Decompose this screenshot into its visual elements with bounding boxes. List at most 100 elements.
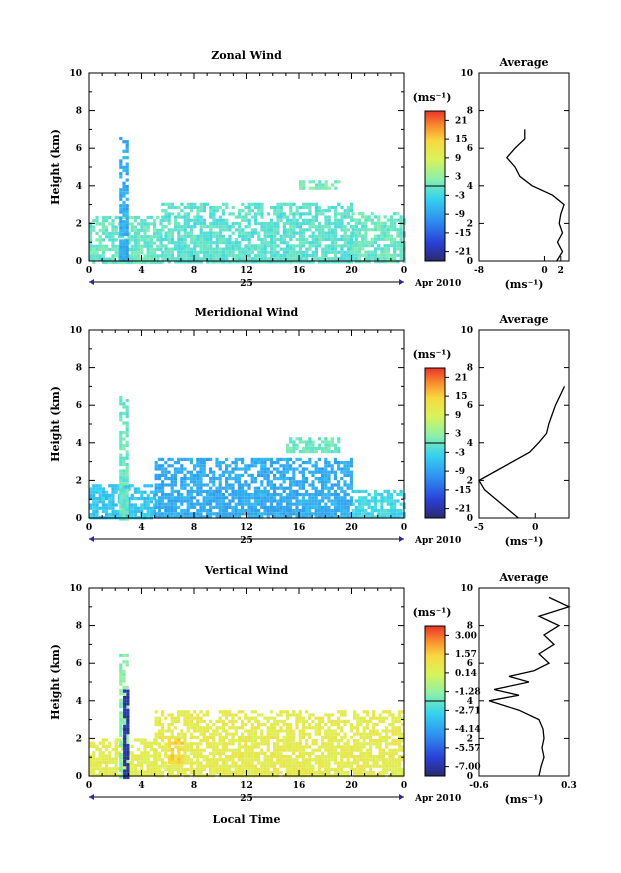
heatmap-cell [209, 467, 213, 471]
heatmap-cell [364, 234, 368, 238]
heatmap-cell [161, 729, 165, 733]
heatmap-cell [111, 760, 115, 764]
heatmap-cell [122, 504, 126, 508]
heatmap-cell [167, 241, 171, 245]
heatmap-cell [343, 241, 347, 245]
heatmap-cell [114, 764, 118, 768]
heatmap-cell [95, 244, 99, 248]
heatmap-cell [260, 464, 264, 468]
heatmap-cell [119, 689, 123, 693]
heatmap-cell [330, 443, 334, 447]
heatmap-cell [253, 489, 257, 493]
heatmap-cell [241, 771, 245, 775]
heatmap-cell [266, 228, 270, 232]
heatmap-cell [369, 739, 373, 743]
heatmap-cell [295, 502, 299, 506]
heatmap-cell [337, 751, 341, 755]
heatmap-cell [199, 231, 203, 235]
heatmap-cell [314, 218, 318, 222]
heatmap-cell [231, 761, 235, 765]
heatmap-cell [292, 477, 296, 481]
heatmap-cell [126, 711, 130, 716]
heatmap-cell [215, 729, 219, 733]
heatmap-cell [205, 745, 209, 749]
heatmap-cell [202, 515, 206, 519]
heatmap-cell [105, 748, 109, 752]
heatmap-cell [385, 729, 389, 733]
heatmap-cell [101, 251, 105, 255]
heatmap-cell [260, 505, 264, 509]
heatmap-cell [276, 461, 280, 465]
heatmap-cell [156, 257, 160, 261]
heatmap-cell [391, 732, 395, 736]
heatmap-cell [199, 205, 203, 210]
heatmap-cell [174, 257, 178, 261]
heatmap-cell [202, 202, 206, 206]
heatmap-cell [399, 509, 403, 513]
heatmap-cell [285, 461, 289, 465]
heatmap-cell [351, 512, 355, 516]
heatmap-cell [289, 228, 293, 232]
heatmap-cell [125, 242, 129, 246]
heatmap-cell [353, 745, 357, 749]
heatmap-cell [119, 165, 123, 169]
heatmap-cell [196, 464, 200, 468]
heatmap-cell [282, 473, 286, 477]
heatmap-cell [244, 745, 248, 749]
heatmap-cell [180, 757, 184, 761]
heatmap-cell [253, 755, 257, 759]
heatmap-cell [119, 701, 123, 705]
heatmap-cell [260, 473, 264, 477]
heatmap-cell [365, 764, 369, 768]
heatmap-cell [354, 256, 358, 261]
heatmap-cell [127, 503, 131, 507]
heatmap-cell [327, 186, 331, 190]
profile-x-tick-label: -0.6 [469, 781, 488, 791]
heatmap-cell [399, 231, 403, 235]
heatmap-cell [343, 723, 347, 727]
heatmap-cell [114, 738, 118, 742]
heatmap-cell [270, 228, 274, 232]
heatmap-cell [354, 247, 358, 251]
heatmap-cell [375, 732, 379, 736]
heatmap-cell [212, 250, 216, 254]
heatmap-cell [161, 713, 165, 717]
heatmap-cell [386, 489, 390, 493]
heatmap-cell [391, 755, 395, 759]
heatmap-cell [314, 505, 318, 509]
heatmap-cell [202, 732, 206, 736]
heatmap-cell [212, 260, 216, 264]
heatmap-cell [95, 484, 99, 488]
heatmap-cell [253, 502, 257, 506]
heatmap-cell [161, 723, 165, 727]
heatmap-cell [130, 751, 134, 755]
heatmap-cell [180, 771, 184, 775]
heatmap-cell [289, 729, 293, 733]
heatmap-cell [234, 713, 238, 717]
heatmap-cell [130, 254, 134, 258]
heatmap-cell [394, 732, 398, 736]
heatmap-cell [393, 247, 397, 251]
heatmap-cell [377, 247, 381, 251]
heatmap-cell [273, 212, 277, 216]
heatmap-cell [340, 755, 344, 759]
heatmap-cell [289, 467, 293, 471]
heatmap-cell [364, 215, 368, 219]
y-tick-label: 4 [76, 439, 82, 449]
heatmap-cell [279, 486, 283, 490]
heatmap-cell [125, 399, 129, 403]
heatmap-cell [133, 235, 137, 239]
heatmap-cell [190, 237, 194, 242]
heatmap-cell [340, 225, 344, 229]
heatmap-cell [333, 461, 337, 465]
heatmap-cell [122, 498, 126, 502]
heatmap-cell [157, 723, 161, 727]
heatmap-cell [362, 739, 366, 743]
heatmap-cell [324, 231, 328, 235]
heatmap-cell [209, 502, 213, 506]
heatmap-cell [237, 486, 241, 490]
heatmap-cell [137, 235, 141, 239]
heatmap-cell [196, 237, 200, 242]
heatmap-cell [364, 253, 368, 257]
heatmap-cell [340, 758, 344, 762]
